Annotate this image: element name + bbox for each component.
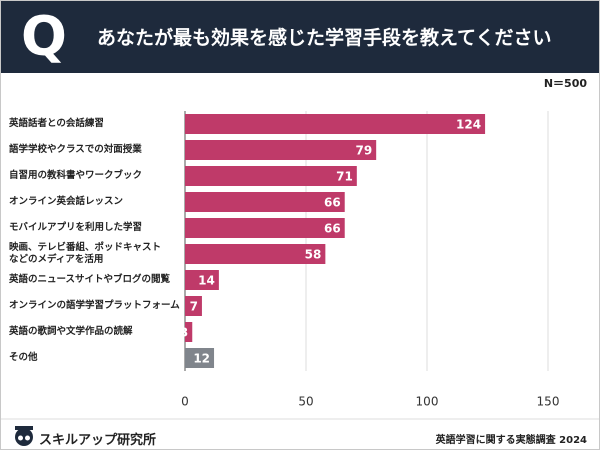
bar	[185, 270, 219, 290]
x-tick-label: 0	[181, 395, 189, 409]
value-label: 12	[193, 352, 210, 366]
x-tick-label: 50	[298, 395, 313, 409]
value-label: 3	[180, 326, 188, 340]
value-label: 7	[190, 300, 198, 314]
chart-title: あなたが最も効果を感じた学習手段を教えてください	[97, 27, 552, 49]
bar	[185, 296, 202, 316]
category-label: オンラインの語学学習プラットフォーム	[9, 300, 180, 311]
value-label: 79	[355, 144, 372, 158]
category-label: 英語のニュースサイトやブログの閲覧	[9, 274, 171, 285]
source: 英語学習に関する実態調査 2024	[435, 435, 587, 446]
logo	[15, 426, 33, 446]
bar	[185, 218, 345, 238]
bar	[185, 114, 486, 134]
bar	[185, 348, 215, 368]
category-label: オンライン英会話レッスン	[9, 196, 124, 207]
value-label: 66	[324, 196, 341, 210]
category-label: その他	[9, 352, 38, 363]
category-label: 英語の歌詞や文学作品の読解	[9, 326, 133, 337]
bar	[185, 166, 357, 186]
value-label: 14	[198, 274, 215, 288]
category-label: モバイルアプリを利用した学習	[9, 222, 143, 233]
value-label: 124	[456, 118, 481, 132]
bar	[185, 322, 193, 342]
value-label: 66	[324, 222, 341, 236]
brand: スキルアップ研究所	[39, 433, 157, 448]
value-label: 58	[305, 248, 322, 262]
bar	[185, 244, 326, 264]
q-mark: Q	[21, 5, 67, 68]
category-label: 語学学校やクラスでの対面授業	[9, 144, 142, 155]
x-tick-label: 150	[537, 395, 560, 409]
value-label: 71	[336, 170, 353, 184]
category-label: 英語話者との会話練習	[9, 118, 104, 129]
sample-size: N＝500	[543, 77, 587, 90]
category-label: 映画、テレビ番組、ポッドキャスト などのメディアを活用	[9, 242, 162, 265]
category-label: 自習用の教科書やワークブック	[9, 170, 143, 181]
bar	[185, 192, 345, 212]
bar	[185, 140, 377, 160]
x-tick-label: 100	[416, 395, 439, 409]
header: Q あなたが最も効果を感じた学習手段を教えてください	[1, 1, 599, 73]
